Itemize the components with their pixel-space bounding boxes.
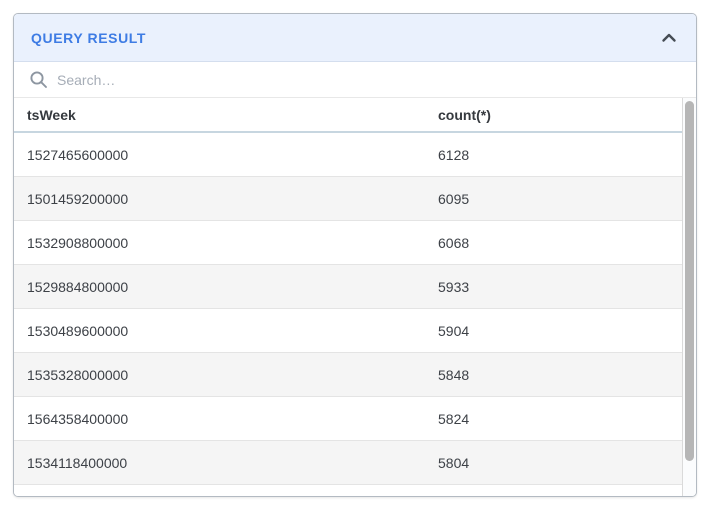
table-row: 1534118400000 5804 <box>14 441 682 485</box>
panel-header[interactable]: QUERY RESULT <box>14 14 696 62</box>
cell-tsweek: 1532908800000 <box>27 234 129 251</box>
table-body: 1527465600000 6128 1501459200000 6095 153290… <box>14 133 682 485</box>
table-row: 1532908800000 6068 <box>14 221 682 265</box>
table-row: 1530489600000 5904 <box>14 309 682 353</box>
cell-tsweek: 1535328000000 <box>27 366 129 383</box>
scrollbar-thumb[interactable] <box>685 101 694 461</box>
cell-count: 5933 <box>438 278 470 295</box>
cell-tsweek: 1527465600000 <box>27 146 129 163</box>
cell-tsweek: 1534118400000 <box>27 454 128 471</box>
cell-count: 6095 <box>438 190 470 207</box>
table-row: 1564358400000 5824 <box>14 397 682 441</box>
cell-count: 5804 <box>438 454 470 471</box>
scrollbar-track[interactable] <box>683 98 696 496</box>
panel-title: QUERY RESULT <box>31 29 147 46</box>
cell-count: 5848 <box>438 366 470 383</box>
cell-count: 5904 <box>438 322 470 339</box>
cell-tsweek: 1564358400000 <box>27 410 129 427</box>
search-input[interactable] <box>57 71 696 88</box>
cell-tsweek: 1530489600000 <box>27 322 129 339</box>
table-row: 1501459200000 6095 <box>14 177 682 221</box>
table-row: 1529884800000 5933 <box>14 265 682 309</box>
column-header-tsweek[interactable]: tsWeek <box>27 106 76 123</box>
cell-count: 5824 <box>438 410 470 427</box>
cell-tsweek: 1501459200000 <box>27 190 129 207</box>
table-row: 1527465600000 6128 <box>14 133 682 177</box>
query-result-panel: QUERY RESULT tsWeek count(*) 15274656000… <box>13 13 697 497</box>
chevron-up-icon[interactable] <box>661 30 677 46</box>
results-table: tsWeek count(*) 1527465600000 6128 1501459… <box>14 97 696 496</box>
search-row <box>14 62 696 97</box>
column-header-count[interactable]: count(*) <box>438 106 491 123</box>
table-header-row: tsWeek count(*) <box>14 98 682 133</box>
table-row: 1535328000000 5848 <box>14 353 682 397</box>
table-scroll-region: tsWeek count(*) 1527465600000 6128 1501459… <box>14 98 683 496</box>
cell-count: 6068 <box>438 234 470 251</box>
cell-count: 6128 <box>438 146 470 163</box>
search-icon <box>30 71 47 88</box>
cell-tsweek: 1529884800000 <box>27 278 129 295</box>
